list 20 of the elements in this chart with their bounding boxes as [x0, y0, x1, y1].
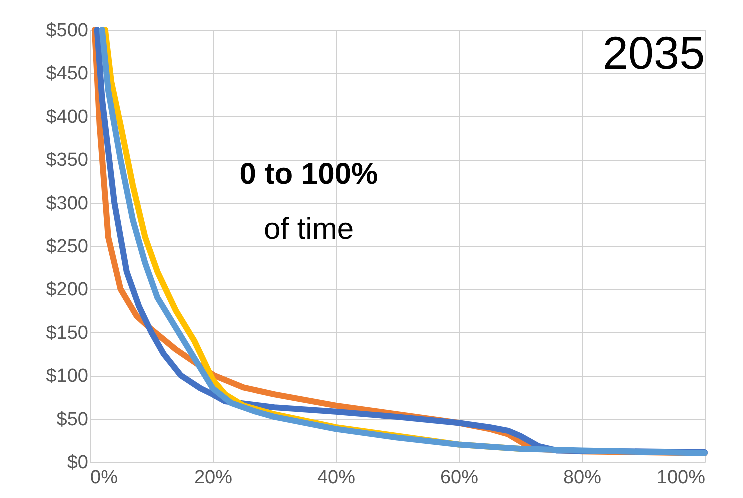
- y-tick-label: $350: [46, 150, 88, 172]
- y-tick-label: $300: [46, 193, 88, 214]
- y-tick-label: $200: [46, 280, 88, 301]
- y-tick-label: $450: [46, 64, 88, 85]
- x-tick-label: 100%: [656, 468, 706, 488]
- x-tick-label: 0%: [90, 468, 118, 488]
- x-tick-label: 40%: [317, 468, 356, 488]
- y-tick-label: $500: [46, 20, 88, 42]
- y-tick-label: $0: [67, 452, 88, 474]
- y-tick-label: $250: [46, 236, 88, 258]
- annotation: 2035: [602, 27, 706, 79]
- x-tick-label: 80%: [563, 468, 602, 488]
- y-tick-label: $100: [46, 366, 88, 388]
- y-tick-label: $400: [46, 106, 88, 128]
- y-tick-label: $150: [46, 322, 88, 344]
- annotation: 0 to 100%: [240, 158, 378, 191]
- y-tick-label: $50: [56, 409, 88, 430]
- x-tick-label: 60%: [440, 468, 479, 488]
- annotation: of time: [264, 213, 354, 246]
- x-tick-label: 20%: [194, 468, 233, 488]
